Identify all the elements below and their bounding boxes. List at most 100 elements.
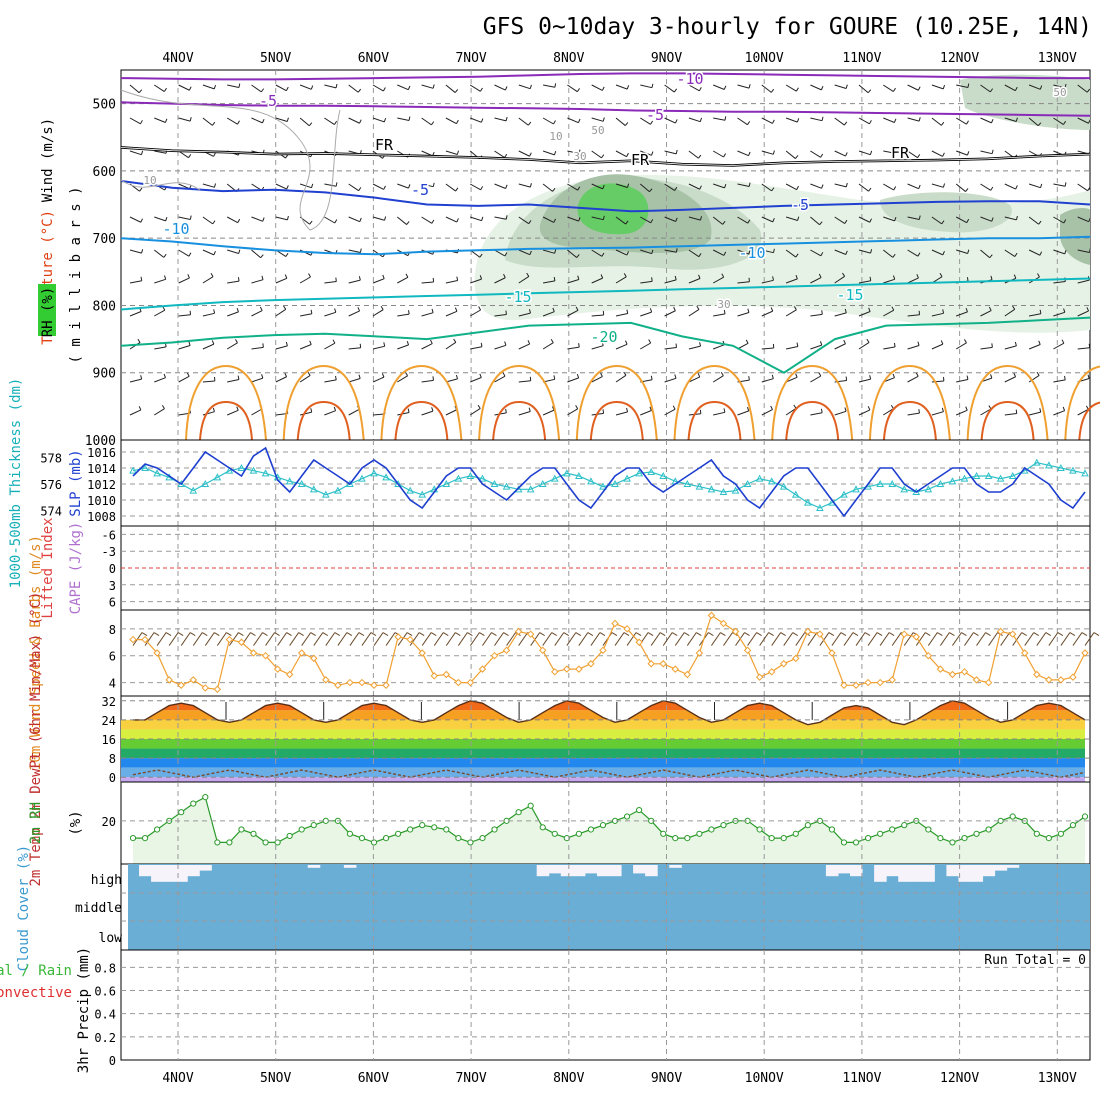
li-tick: 0 [109,562,116,576]
wind-barb [931,183,944,188]
rh2m-marker [1009,813,1016,820]
thickness-marker [984,471,993,479]
wind-barb [1028,344,1041,350]
wind-barb [737,84,750,89]
wind-barb [931,249,944,256]
wind-barb [761,279,774,284]
rh2m-marker [587,826,595,833]
wind-barb-flag [380,305,384,310]
temp-band [121,748,1085,759]
contour-label: 10 [549,130,562,143]
wind-barb-flag [1015,185,1018,190]
wind-barb [737,249,749,255]
wind-barb-flag [285,154,289,159]
wind-barb [421,379,434,383]
temp-arch-red [589,400,644,441]
thickness-marker [695,482,704,490]
wind10-barb [277,632,288,646]
wind-barb-flag [673,306,676,311]
thickness-marker [587,477,595,485]
wind-barb-flag [383,185,386,190]
rh2m-marker [864,835,872,842]
thickness-marker [225,466,234,474]
wind-barb-flag [650,375,653,380]
wind-barb-flag [1088,119,1091,124]
cloud-label: Cloud Cover (%) [16,845,32,971]
wind-barb-flag [1064,182,1067,187]
wind-barb [567,117,579,124]
wind-barb [202,84,215,90]
wind10-barb [554,632,565,646]
wind-barb-flag [819,221,823,226]
wind-barb-flag [188,154,192,158]
wind-barb-flag [918,409,920,414]
wind-barb [1028,375,1040,383]
wind10-barb [289,632,300,646]
wind10-tick: 8 [109,623,116,637]
cape-li-panel: -6 -3 0 3 6 Lifted Index CAPE (J/kg) [40,517,1091,619]
wind-barb-flag [602,215,605,220]
rh2m-marker [310,822,317,829]
wind10-barb [265,632,275,646]
wind-barb [834,84,847,89]
rh2m-marker [961,835,968,842]
wind-barb-flag [1013,274,1017,279]
wind-barb-flag [552,307,555,312]
thickness-marker [466,471,475,479]
wind-barb [834,312,847,317]
wind-barb-flag [1063,219,1067,224]
wind-barb-flag [699,342,702,347]
wind-barb [907,412,920,416]
thickness-tick: 576 [40,478,62,492]
wind-barb-flag [578,343,580,348]
wind10-barb-flag [708,632,714,636]
wind10-barb [253,632,263,646]
wind-barb [883,309,895,317]
slp-line [132,446,1086,518]
thickness-marker [683,479,692,487]
wind10-marker [189,676,197,684]
thickness-marker [635,469,643,477]
wind-barb-flag [576,88,580,92]
wind10-barb-flag [226,632,232,636]
thickness-marker [526,485,535,493]
thickness-marker [779,482,788,490]
wind-barb [883,183,894,191]
rh2m-marker [575,830,582,837]
wind-barb-flag [234,339,238,344]
wind10-marker [587,660,595,668]
wind-barb-flag [528,407,531,412]
wind-barb [1004,376,1016,383]
cloud-gap [994,865,1008,871]
wind-barb-flag [941,407,944,412]
wind-barb-flag [481,216,484,221]
wind-barb [469,408,481,416]
wind-barb-flag [553,276,556,282]
wind10-barb-flag [973,632,979,636]
cloud-gap [139,865,152,877]
wind-barb-flag [161,404,165,409]
wind-barb-flag [407,408,410,413]
wind-barb [324,410,336,416]
thickness-marker [1057,463,1065,471]
wind-barb [202,276,214,284]
wind-barb [567,309,579,317]
wind-barb-flag [623,371,627,376]
wind-barb [397,276,409,284]
wind10-marker [478,665,487,673]
wind-barb-flag [844,121,848,126]
wind-barb [567,346,580,350]
wind10-barb-flag [153,632,160,636]
wind-barb-flag [163,253,167,258]
wind-barb [227,379,240,383]
wind-barb [154,346,167,350]
wind10-marker [394,633,402,641]
wind-barb-flag [138,89,143,94]
wind10-barb-flag [780,632,786,636]
wind10-barb-flag [925,632,931,636]
rh2m-marker [672,835,679,842]
rh2m-marker [877,830,884,837]
wind10-barb-flag [1081,632,1088,636]
wind10-barb [180,632,191,646]
wind-barb [397,375,408,383]
